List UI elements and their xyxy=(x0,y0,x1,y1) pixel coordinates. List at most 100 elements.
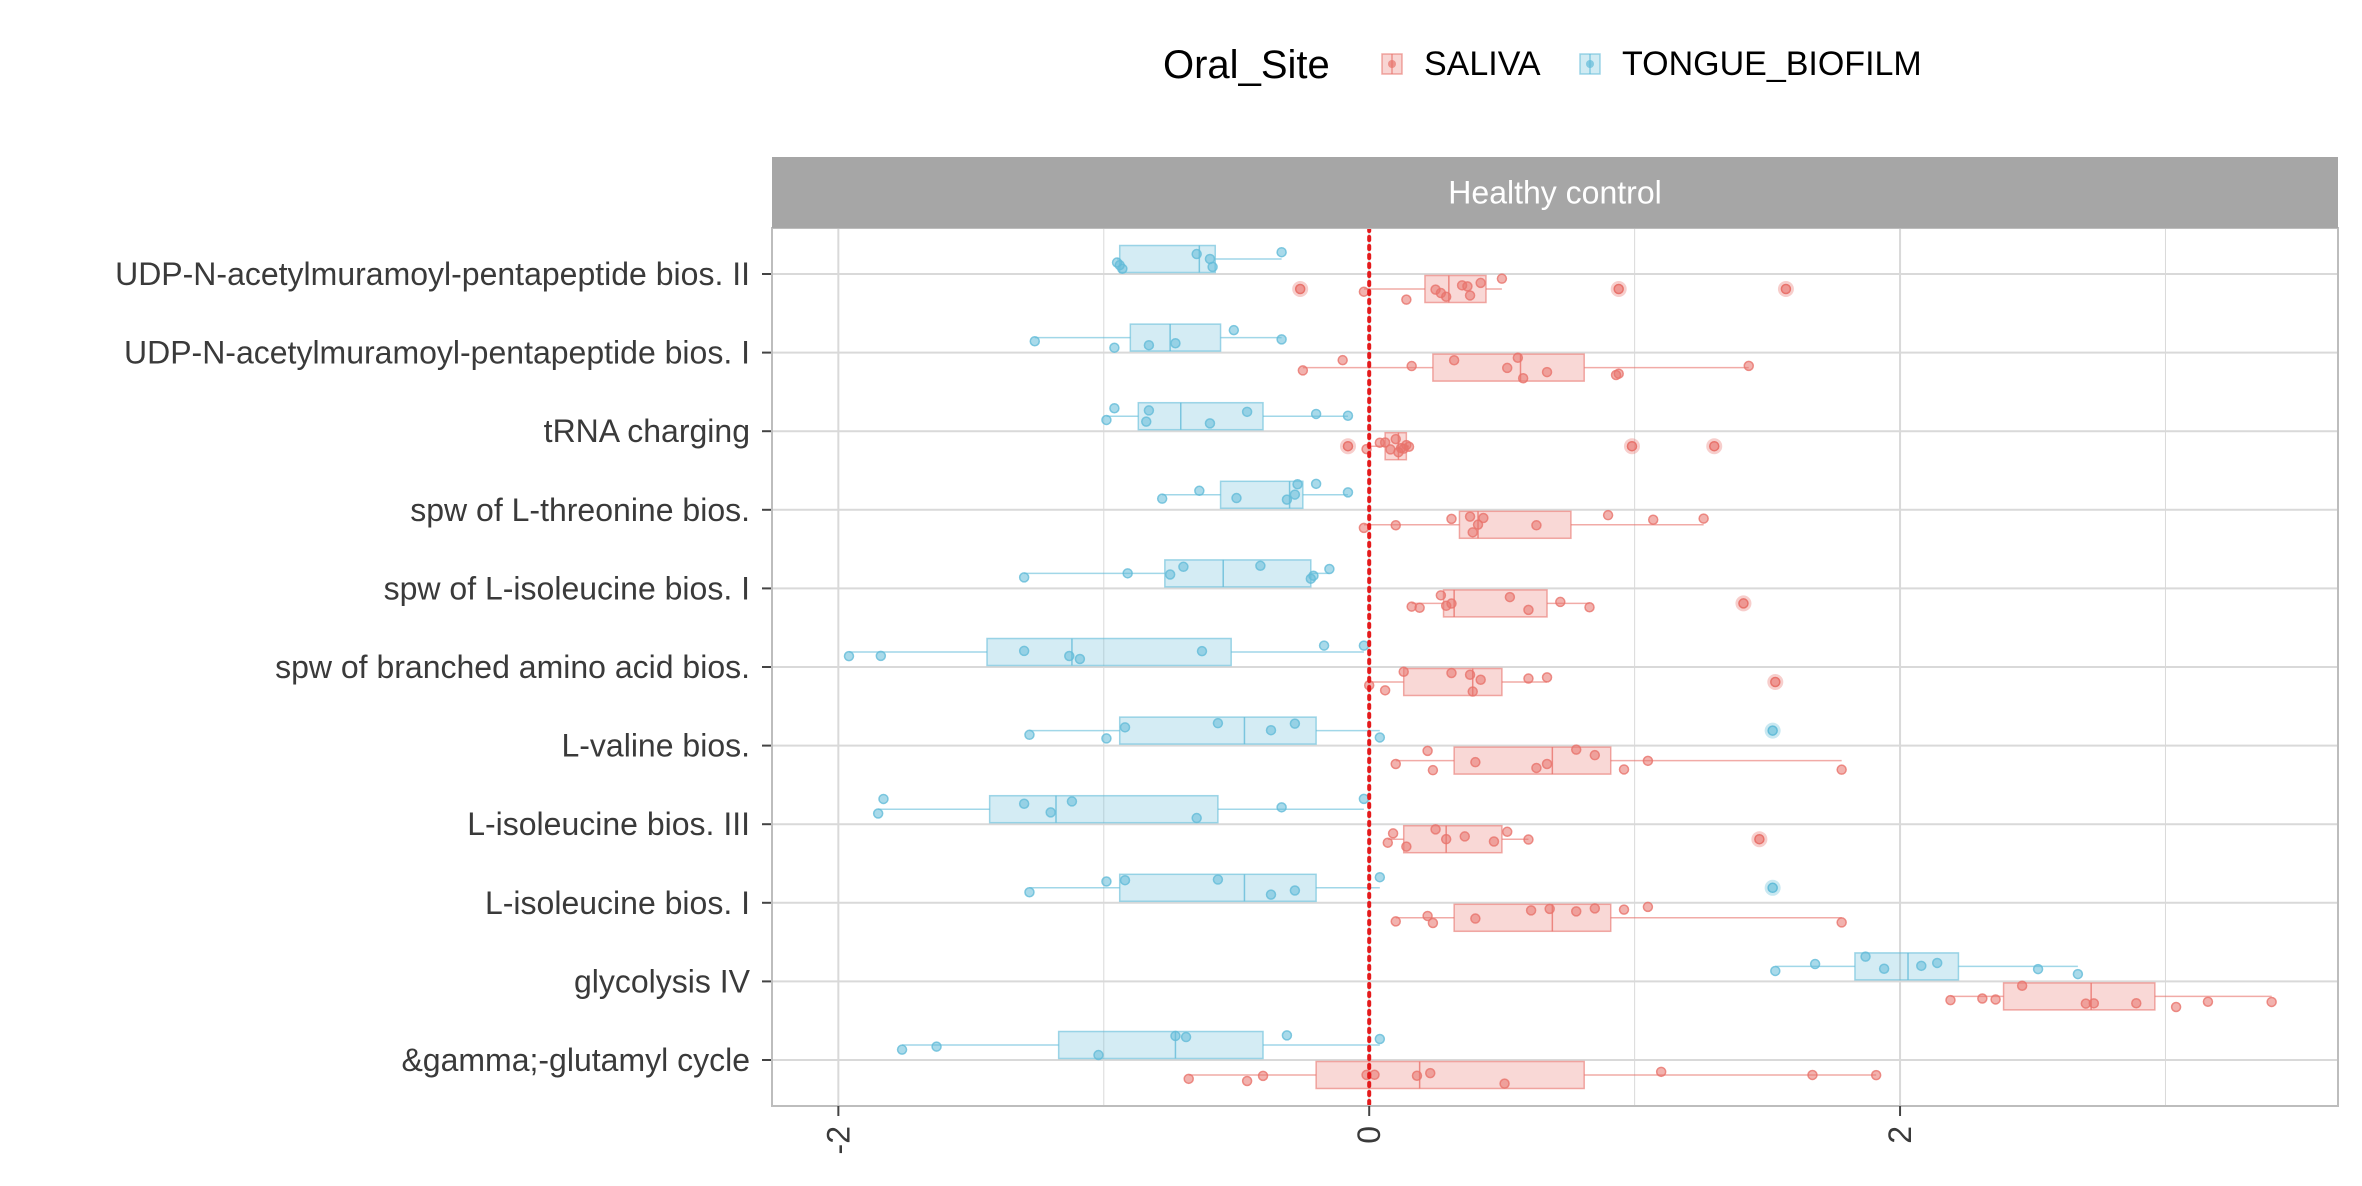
data-point xyxy=(1191,248,1202,260)
data-point xyxy=(1440,833,1452,845)
data-point xyxy=(1475,674,1486,686)
data-point xyxy=(1379,685,1391,696)
data-point xyxy=(1467,527,1478,538)
data-point xyxy=(1018,572,1030,583)
data-point xyxy=(1878,963,1890,974)
data-point xyxy=(1743,360,1755,372)
data-point xyxy=(1870,1069,1882,1081)
data-point xyxy=(1541,672,1553,683)
box xyxy=(1854,952,1960,981)
data-point xyxy=(1064,650,1075,662)
data-point xyxy=(1289,885,1301,896)
box xyxy=(1164,559,1312,588)
data-point xyxy=(2088,998,2100,1009)
data-point xyxy=(1109,342,1120,353)
data-point xyxy=(1836,917,1847,928)
data-point xyxy=(896,1044,908,1055)
data-point xyxy=(1289,718,1301,729)
data-point xyxy=(1523,604,1534,616)
outlier-point-jitter xyxy=(1738,598,1749,609)
data-point xyxy=(1281,1030,1293,1041)
data-point xyxy=(1164,569,1176,580)
data-point xyxy=(1257,1070,1269,1082)
data-point xyxy=(1462,281,1473,292)
data-point xyxy=(1101,414,1112,426)
data-point xyxy=(1647,514,1659,526)
data-point xyxy=(1488,836,1500,847)
data-point xyxy=(1140,416,1152,427)
data-point xyxy=(1276,802,1287,813)
data-point xyxy=(1379,437,1391,448)
legend-key-point xyxy=(1586,60,1594,68)
data-point xyxy=(1541,366,1553,378)
data-point xyxy=(1170,1030,1181,1042)
data-point xyxy=(1977,993,1988,1004)
data-point xyxy=(1642,755,1654,767)
data-point xyxy=(1531,520,1542,531)
data-point xyxy=(1369,1069,1380,1081)
facet-strip-label: Healthy control xyxy=(1448,175,1661,211)
data-point xyxy=(1390,519,1401,531)
data-point xyxy=(1422,910,1433,922)
data-point xyxy=(1470,756,1481,768)
data-point xyxy=(1403,441,1415,452)
legend-label: SALIVA xyxy=(1424,45,1541,83)
data-point xyxy=(2016,980,2028,991)
data-point xyxy=(1446,667,1457,679)
data-point xyxy=(1501,826,1513,838)
data-point xyxy=(1602,509,1614,521)
data-point xyxy=(1122,568,1133,579)
data-point xyxy=(1472,519,1484,530)
data-point xyxy=(1698,513,1709,524)
data-point xyxy=(1464,511,1476,522)
data-point xyxy=(1074,653,1086,665)
data-point xyxy=(1281,494,1293,505)
data-point xyxy=(1308,570,1319,581)
data-point xyxy=(1018,645,1030,657)
data-point xyxy=(1143,405,1155,416)
data-point xyxy=(1401,294,1412,305)
data-point xyxy=(1990,994,2001,1005)
data-point xyxy=(1289,489,1301,500)
data-point xyxy=(875,650,887,662)
data-point xyxy=(1292,479,1303,490)
x-tick-label: 0 xyxy=(1351,1126,1387,1144)
data-point xyxy=(1276,246,1287,258)
data-point xyxy=(1440,291,1452,302)
data-point xyxy=(1448,354,1460,366)
data-point xyxy=(1430,824,1441,835)
data-point xyxy=(1544,903,1555,915)
data-point xyxy=(1613,368,1624,379)
data-point xyxy=(1411,1070,1423,1082)
y-tick-label: UDP-N-acetylmuramoyl-pentapeptide bios. … xyxy=(115,256,750,292)
data-point xyxy=(1618,764,1630,775)
data-point xyxy=(1401,841,1412,852)
data-point xyxy=(1342,410,1354,422)
data-point xyxy=(1191,812,1202,824)
data-point xyxy=(1066,796,1078,807)
outlier-point-jitter xyxy=(1709,440,1720,452)
data-point xyxy=(1387,828,1399,839)
data-point xyxy=(1024,729,1035,741)
data-point xyxy=(2072,968,2084,980)
legend-title: Oral_Site xyxy=(1163,43,1330,87)
outlier-point-jitter xyxy=(1342,440,1354,452)
y-tick-label: spw of L-isoleucine bios. I xyxy=(384,570,750,606)
data-point xyxy=(2266,996,2277,1008)
data-point xyxy=(1029,336,1041,347)
data-point xyxy=(1945,994,1956,1006)
data-point xyxy=(1435,590,1447,601)
facet-strip xyxy=(772,157,2338,228)
data-point xyxy=(1178,561,1189,573)
data-point xyxy=(1555,596,1566,608)
y-tick-label: L-isoleucine bios. III xyxy=(467,806,750,842)
data-point xyxy=(1109,403,1120,414)
x-tick-label: 2 xyxy=(1882,1126,1918,1144)
data-point xyxy=(1018,798,1030,810)
data-point xyxy=(931,1041,942,1052)
data-point xyxy=(1310,408,1322,420)
data-point xyxy=(1618,904,1630,915)
outlier-point-jitter xyxy=(1754,833,1765,845)
data-point xyxy=(1860,951,1871,962)
data-point xyxy=(1525,905,1537,916)
